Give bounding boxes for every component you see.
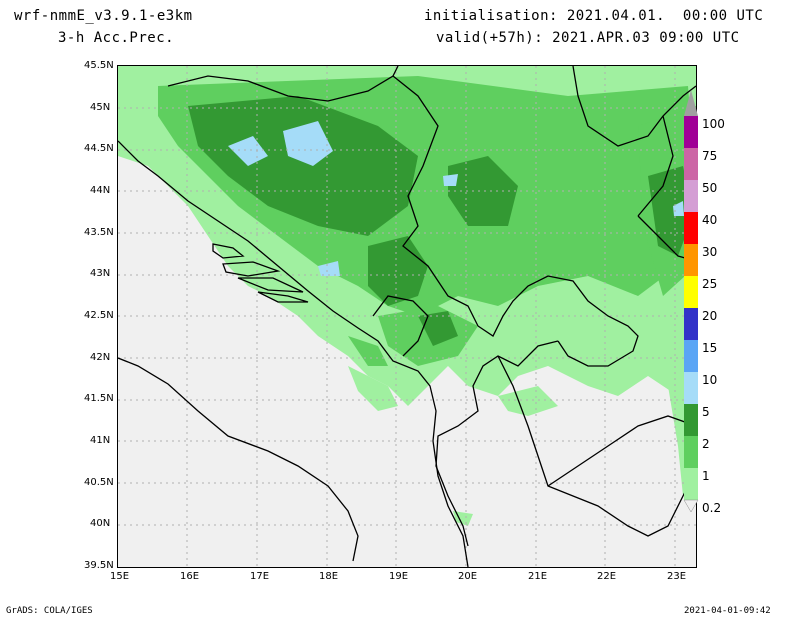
colorbar-swatch-20: [684, 276, 698, 308]
colorbar-label: 0.2: [702, 501, 722, 515]
colorbar-swatch-2: [684, 404, 698, 436]
colorbar-swatch-below: [683, 499, 699, 513]
colorbar: [683, 90, 699, 513]
colorbar-swatch-10: [684, 340, 698, 372]
lon-label: 20E: [458, 571, 478, 582]
lat-label: 39.5N: [84, 560, 114, 571]
colorbar-label: 25: [702, 277, 718, 291]
precip-intense-field: [228, 121, 684, 276]
colorbar-label: 30: [702, 245, 718, 259]
lat-label: 44.5N: [84, 143, 114, 154]
lat-label: 44N: [90, 185, 111, 196]
lon-label: 22E: [597, 571, 617, 582]
colorbar-swatch-15: [684, 308, 698, 340]
colorbar-label: 2: [702, 437, 710, 451]
lon-label: 23E: [667, 571, 687, 582]
colorbar-label: 100: [702, 117, 725, 131]
colorbar-swatch-5: [684, 372, 698, 404]
lon-label: 15E: [110, 571, 130, 582]
colorbar-swatch-0-2: [684, 468, 698, 500]
colorbar-swatch-100: [684, 90, 698, 116]
colorbar-swatch-75: [684, 116, 698, 148]
lat-label: 40.5N: [84, 477, 114, 488]
lat-label: 41.5N: [84, 393, 114, 404]
colorbar-label: 15: [702, 341, 718, 355]
colorbar-label: 40: [702, 213, 718, 227]
country-borders: [167, 66, 696, 547]
colorbar-swatch-40: [684, 180, 698, 212]
map-gridlines: [118, 66, 696, 567]
lat-label: 42N: [90, 352, 111, 363]
colorbar-swatch-30: [684, 212, 698, 244]
valid-time: valid(+57h): 2021.APR.03 09:00 UTC: [436, 30, 740, 46]
lat-label: 40N: [90, 518, 111, 529]
colorbar-label: 20: [702, 309, 718, 323]
lat-label: 45.5N: [84, 60, 114, 71]
colorbar-swatch-25: [684, 244, 698, 276]
lon-label: 17E: [250, 571, 270, 582]
lat-label: 45N: [90, 102, 111, 113]
lon-label: 19E: [389, 571, 409, 582]
colorbar-label: 1: [702, 469, 710, 483]
initialisation-time: initialisation: 2021.04.01. 00:00 UTC: [424, 8, 764, 24]
lon-label: 16E: [180, 571, 200, 582]
lon-label: 21E: [528, 571, 548, 582]
colorbar-label: 5: [702, 405, 710, 419]
colorbar-swatch-1: [684, 436, 698, 468]
field-name: 3-h Acc.Prec.: [58, 30, 175, 46]
colorbar-swatch-50: [684, 148, 698, 180]
lat-label: 42.5N: [84, 310, 114, 321]
generation-timestamp: 2021-04-01-09:42: [684, 606, 771, 616]
colorbar-label: 50: [702, 181, 718, 195]
model-name: wrf-nmmE_v3.9.1-e3km: [14, 8, 193, 24]
grads-credit: GrADS: COLA/IGES: [6, 606, 93, 616]
lat-label: 43.5N: [84, 227, 114, 238]
lat-label: 43N: [90, 268, 111, 279]
colorbar-label: 75: [702, 149, 718, 163]
map-canvas: [118, 66, 696, 567]
precipitation-map: [118, 66, 696, 567]
lon-label: 18E: [319, 571, 339, 582]
colorbar-label: 10: [702, 373, 718, 387]
lat-label: 41N: [90, 435, 111, 446]
